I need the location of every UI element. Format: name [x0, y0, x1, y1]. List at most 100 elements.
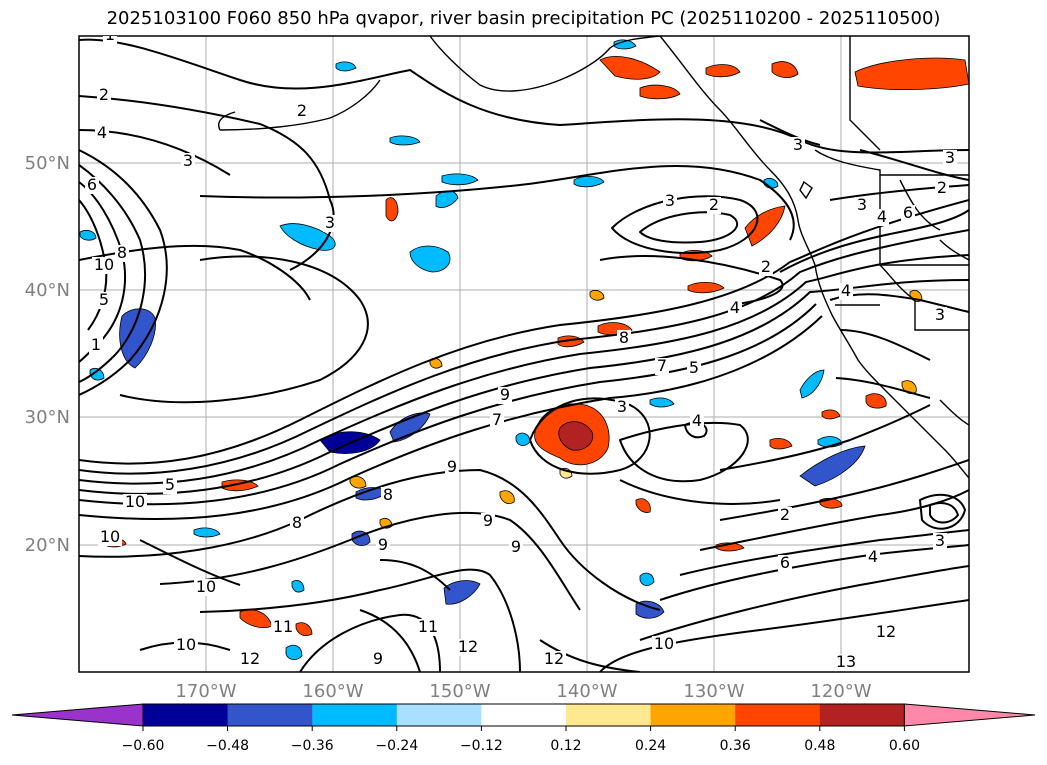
- precip-positive-patch: [499, 490, 515, 504]
- colorbar-border: [142, 703, 905, 727]
- contour-label-bg: [123, 494, 147, 511]
- contour-label: 3: [665, 191, 675, 210]
- contour-label: 10: [196, 577, 216, 596]
- precip-negative-patch: [389, 412, 431, 443]
- contour-label-bg: [376, 537, 390, 554]
- contour-label: 3: [183, 151, 193, 170]
- contour-label: 4: [730, 298, 740, 317]
- contour-label-bg: [381, 487, 395, 504]
- precip-negative-patch: [649, 397, 675, 408]
- colorbar-tick-label: −0.36: [291, 738, 334, 754]
- precip-positive-patch: [769, 438, 793, 450]
- contour-label: 7: [492, 410, 502, 429]
- colorbar-tick-label: 0.12: [550, 738, 581, 754]
- contour-label-bg: [181, 153, 195, 170]
- qvapor-contours: [79, 38, 969, 672]
- contour-label: 10: [654, 634, 674, 653]
- contour-label: 3: [935, 305, 945, 324]
- contour-label-bg: [163, 477, 177, 494]
- contour-label-bg: [238, 651, 262, 668]
- contour-label: 12: [544, 649, 564, 668]
- contour-label: 3: [325, 213, 335, 232]
- precip-negative-patch: [441, 173, 479, 186]
- contour-label-bg: [759, 259, 773, 276]
- contour-label: 3: [793, 135, 803, 154]
- contour-label-bg: [866, 549, 880, 566]
- contour-label: 8: [383, 485, 393, 504]
- contour-label: 10: [100, 527, 120, 546]
- contour-label-bg: [728, 300, 742, 317]
- contour-label: 2: [99, 85, 109, 104]
- contour-label: 5: [99, 290, 109, 309]
- contour-label-bg: [445, 459, 459, 476]
- contour-label-bg: [89, 337, 103, 354]
- contour-label-bg: [98, 529, 122, 546]
- lat-label-40n: 40°N: [25, 280, 70, 301]
- precip-negative-patch: [573, 176, 605, 188]
- colorbar-segment: [143, 704, 229, 726]
- lon-label-120w: 120°W: [810, 681, 871, 702]
- gridlines: [79, 36, 969, 672]
- contour-label: 3: [935, 531, 945, 550]
- colorbar-tick-label: −0.48: [206, 738, 249, 754]
- precip-positive-patch: [771, 61, 799, 78]
- map-frame: [78, 35, 970, 673]
- colorbar-extend-left: [11, 703, 144, 727]
- precip-negative-patch: [443, 580, 481, 605]
- contour-label: 1: [91, 335, 101, 354]
- contour-label: 2: [709, 195, 719, 214]
- lon-label-170w: 170°W: [175, 681, 236, 702]
- contour-label-bg: [174, 637, 198, 654]
- contour-label: 6: [87, 175, 97, 194]
- contour-label-bg: [663, 193, 677, 210]
- lat-label-20n: 20°N: [25, 535, 70, 556]
- contour-label: 10: [94, 255, 114, 274]
- contour-label-bg: [839, 283, 853, 300]
- contour-label-bg: [498, 387, 512, 404]
- precip-negative-patch: [193, 527, 221, 538]
- contour-label-bg: [778, 507, 792, 524]
- colorbar-segment: [312, 704, 398, 726]
- contour-label-bg: [490, 412, 504, 429]
- contour-label: 1: [105, 25, 115, 44]
- contour-label: 10: [125, 492, 145, 511]
- lon-label-140w: 140°W: [556, 681, 617, 702]
- contour-label-bg: [97, 87, 111, 104]
- precip-negative-patch: [799, 445, 866, 487]
- contour-label-bg: [103, 36, 117, 44]
- precip-positive-patch: [221, 479, 259, 492]
- lon-label-150w: 150°W: [429, 681, 490, 702]
- contour-label-bg: [652, 636, 676, 653]
- contour-label: 3: [857, 195, 867, 214]
- precip-positive-patch: [385, 197, 399, 222]
- contour-label: 10: [176, 635, 196, 654]
- contour-label-bg: [95, 125, 109, 142]
- contour-label-bg: [194, 579, 218, 596]
- contour-label: 8: [292, 513, 302, 532]
- contour-label-bg: [542, 651, 566, 668]
- contour-label-bg: [901, 205, 915, 222]
- precip-negative-patch: [279, 223, 336, 251]
- lat-label-50n: 50°N: [25, 153, 70, 174]
- contour-label: 6: [903, 203, 913, 222]
- contour-label-bg: [855, 197, 869, 214]
- contour-label: 11: [273, 617, 293, 636]
- contour-label-bg: [933, 533, 947, 550]
- contour-label-bg: [707, 197, 721, 214]
- contour-label-bg: [456, 639, 480, 656]
- colorbar-segment: [819, 704, 905, 726]
- colorbar-tick-label: −0.12: [460, 738, 503, 754]
- colorbar-segment: [735, 704, 821, 726]
- contour-label-bg: [271, 619, 295, 636]
- colorbar-tick-label: 0.60: [889, 738, 920, 754]
- contour-label: 13: [836, 652, 856, 671]
- map-area: [79, 36, 969, 672]
- contour-label: 9: [378, 535, 388, 554]
- contour-label-bg: [933, 307, 947, 324]
- contour-label: 8: [619, 328, 629, 347]
- contour-label-bg: [875, 209, 889, 226]
- colorbar-tick-label: 0.24: [635, 738, 666, 754]
- precip-negative-patch: [89, 368, 105, 381]
- precip-positive-patch: [865, 393, 887, 409]
- colorbar-tick-label: 0.36: [720, 738, 751, 754]
